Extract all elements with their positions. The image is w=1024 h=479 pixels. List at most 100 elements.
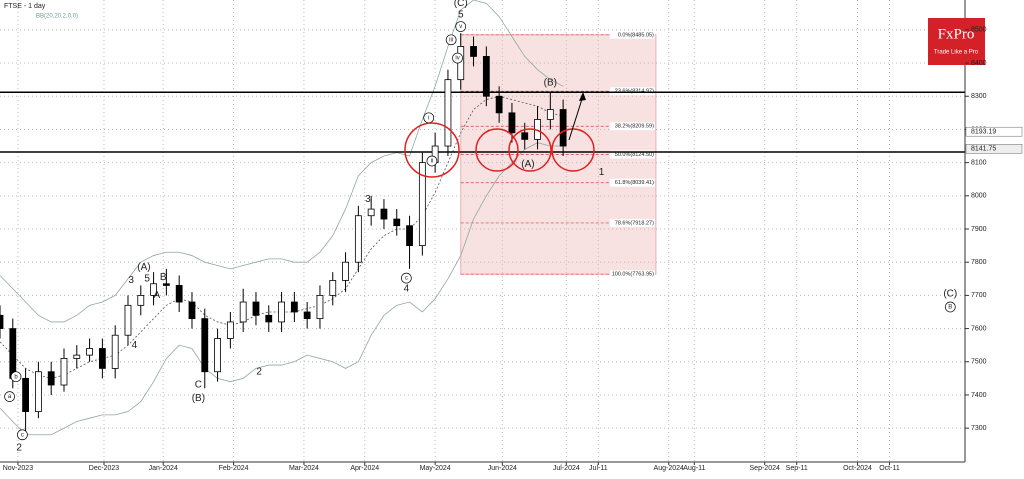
wave-label: iv	[455, 56, 459, 62]
highlight-circle	[508, 128, 552, 172]
candle-body	[137, 294, 145, 306]
candle-body	[508, 112, 516, 134]
candle-body	[86, 348, 93, 356]
x-tick-label: Sep-11	[786, 465, 808, 472]
fib-label-bg	[609, 270, 655, 279]
wave-label: b	[14, 374, 18, 380]
candle-body	[393, 218, 401, 227]
candle-body	[290, 301, 298, 313]
candle-body	[329, 280, 337, 296]
candle-body	[239, 301, 247, 323]
y-tick-label: 7900	[971, 226, 987, 233]
wave-label: B	[948, 305, 952, 311]
y-tick-label: 7700	[971, 292, 987, 299]
wave-label: a	[8, 394, 12, 400]
candle-body	[226, 321, 234, 339]
wave-label: (C)	[943, 288, 957, 299]
x-tick-label: Jul-11	[589, 465, 608, 472]
bollinger-band	[0, 142, 564, 436]
wave-label: c	[21, 432, 24, 438]
candle-body	[22, 377, 29, 412]
logo	[928, 18, 985, 65]
wave-circle	[455, 21, 467, 32]
wave-label: C	[195, 380, 202, 391]
wave-label: B	[160, 272, 167, 283]
symbol: FTSE - 1 day	[4, 3, 46, 10]
price-label: 8193.19	[971, 129, 996, 136]
wave-label: 1	[599, 167, 605, 178]
indicator: BB(20,20,2,0,0)	[36, 14, 78, 20]
y-tick-label: 7400	[971, 392, 987, 399]
price-label: 8141.75	[971, 146, 996, 153]
x-tick-label: Jun-2024	[488, 465, 517, 472]
candle-body	[124, 304, 132, 336]
candle-body	[214, 338, 221, 373]
candle-body	[150, 283, 157, 296]
fib-label-bg	[609, 122, 655, 131]
wave-circle	[445, 34, 457, 46]
candle-body	[546, 109, 554, 120]
y-tick-label: 8000	[971, 193, 987, 200]
candle-body	[73, 354, 81, 359]
candle-body	[495, 95, 503, 114]
candle-body	[559, 109, 567, 147]
fib-label-bg	[609, 218, 655, 227]
price-label-box	[965, 144, 1023, 154]
arrow-head	[579, 92, 586, 101]
wave-label: (A)	[137, 262, 150, 273]
x-tick-label: Nov-2023	[3, 465, 33, 472]
wave-label: 4	[132, 340, 138, 351]
fib-label: 100.0%(7763.95)	[612, 272, 654, 278]
candle-body	[98, 348, 106, 369]
candle-body	[60, 358, 68, 386]
candle-body	[34, 371, 42, 412]
fib-label: 61.8%(8039.41)	[615, 180, 654, 186]
wave-label: 5	[458, 10, 464, 21]
candle-body	[354, 215, 362, 263]
wave-label: (C)	[454, 0, 468, 9]
wave-label: 2	[256, 366, 262, 377]
candle-body	[444, 79, 452, 147]
wave-label: v	[459, 24, 462, 30]
candle-body	[406, 225, 413, 247]
y-tick-label: 7600	[971, 325, 987, 332]
candle-body	[201, 318, 209, 373]
wave-label: (B)	[192, 393, 205, 404]
bollinger-band	[0, 0, 564, 323]
x-tick-label: Aug-2024	[654, 465, 684, 472]
grid	[0, 0, 965, 462]
wave-circle	[426, 155, 438, 167]
wave-label: A	[153, 290, 160, 301]
x-tick-label: Aug-11	[683, 465, 705, 472]
wave-label: (B)	[544, 78, 557, 89]
fib-label-bg	[609, 150, 655, 159]
candle-body	[303, 311, 311, 320]
wave-circle	[17, 429, 28, 441]
price-label-box	[965, 126, 1023, 137]
highlight-circle	[404, 122, 460, 178]
wave-circle	[4, 391, 15, 402]
wave-label: c	[405, 276, 408, 282]
wave-label: (A)	[521, 159, 534, 170]
plot: 0.0%(8485.05)23.6%(8314.97)38.2%(8209.59…	[0, 0, 965, 454]
wave-circle	[400, 272, 412, 284]
x-tick-label: Feb-2024	[219, 465, 249, 472]
candle-body	[175, 285, 183, 303]
candle-body	[418, 162, 426, 247]
arrow	[568, 95, 584, 141]
y-tick-label: 7500	[971, 359, 987, 366]
fib-label: 78.6%(7918.27)	[615, 220, 654, 226]
candle-body	[188, 301, 196, 320]
candle-body	[470, 46, 477, 57]
y-tick-label: 7300	[971, 425, 987, 432]
candle-body	[162, 283, 170, 286]
y-tick-label: 8400	[971, 60, 987, 67]
candle-body	[9, 328, 17, 379]
candle-body	[0, 314, 4, 329]
candle-body	[367, 208, 375, 217]
x-tick-label: Oct-2024	[843, 465, 872, 472]
wave-label: 3	[365, 194, 371, 205]
candle-body	[316, 294, 324, 320]
